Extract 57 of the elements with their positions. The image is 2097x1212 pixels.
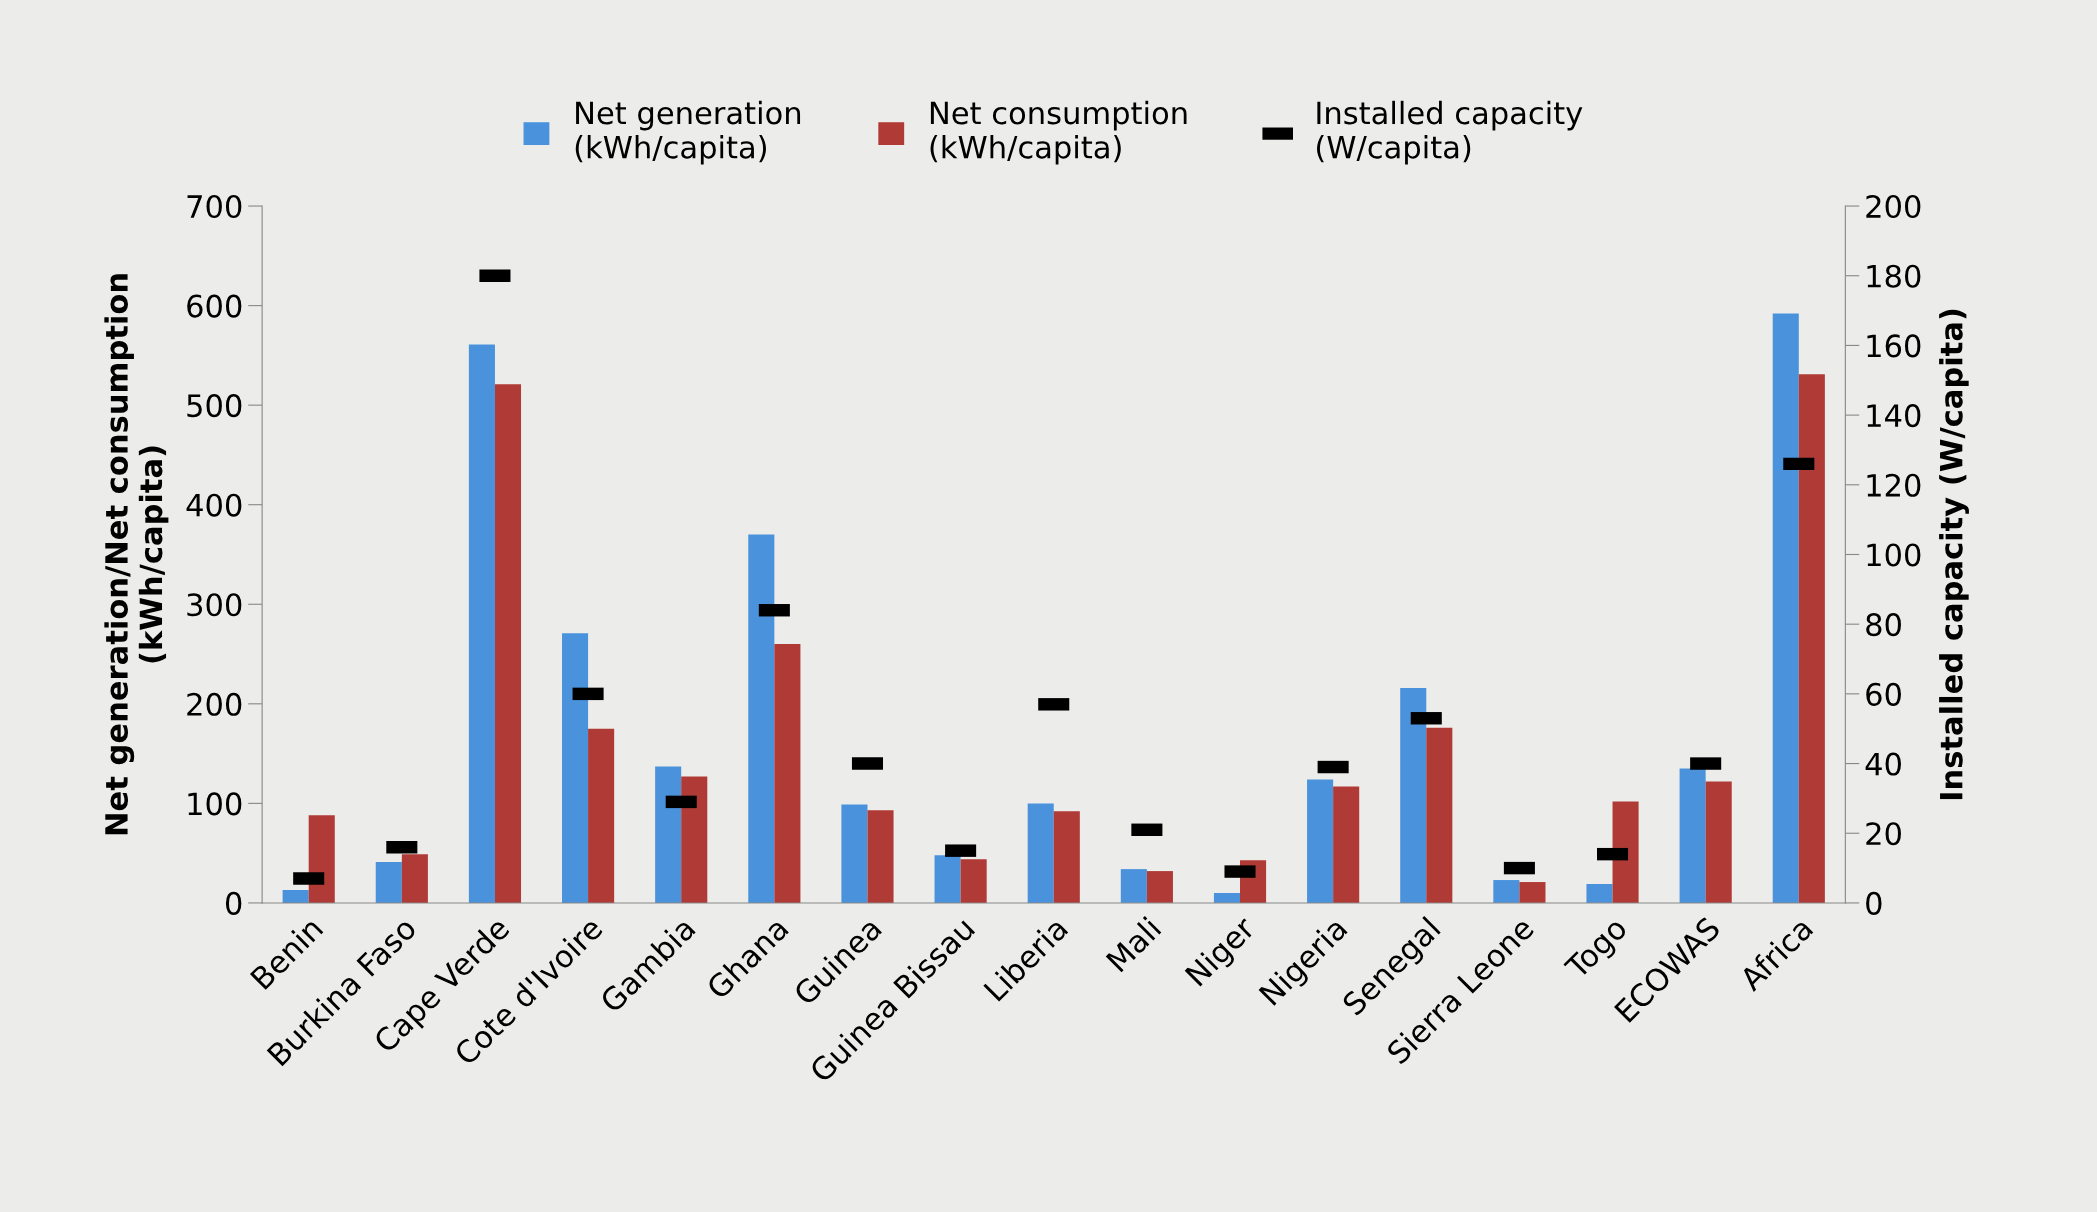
bar [748,534,775,903]
bar [1120,869,1147,903]
bar [1705,781,1732,903]
bar [375,862,402,903]
bar [841,804,868,903]
y2-tick-label: 100 [1867,543,1921,567]
bar [1679,768,1706,903]
bar [1426,727,1453,903]
y-tick-label: 500 [187,394,242,418]
legend-label: Net consumption (kWh/capita) [930,100,1187,165]
y-tick-label: 300 [187,593,242,617]
y-tick-label: 0 [225,891,242,915]
y2-tick-label: 0 [1866,891,1882,915]
bar [655,766,682,903]
bar [401,854,428,903]
bar [1213,892,1241,903]
bar [1053,811,1080,903]
y2-tick-label: 80 [1866,613,1901,637]
bar [1493,880,1520,903]
bar [1612,801,1639,903]
bar [1146,871,1173,903]
bar [681,776,708,903]
bar [1333,786,1360,903]
bar [562,633,589,903]
bar [1798,374,1825,903]
y-tick-label: 600 [187,294,242,318]
bar [960,859,987,903]
y2-axis-title: Installed capacity (W/capita) [1939,309,1969,800]
bar [934,855,961,903]
y-tick-label: 200 [187,692,242,716]
bar [282,890,309,903]
legend-label: Installed capacity (W/capita) [1317,100,1583,165]
bar [588,728,615,903]
bar [1027,803,1054,903]
bar [494,384,522,903]
bar [1772,313,1799,903]
y-tick-label: 100 [188,792,242,816]
bar [308,815,335,903]
y-tick-label: 700 [187,194,242,219]
legend-label: Net generation (kWh/capita) [575,100,801,165]
y2-tick-label: 160 [1867,334,1921,358]
y2-tick-label: 40 [1865,752,1901,776]
bar [468,344,495,903]
y2-tick-label: 120 [1867,473,1921,497]
y-tick-label: 400 [186,493,242,517]
bar [867,810,894,903]
bar [1519,882,1546,903]
y2-tick-label: 140 [1867,404,1921,428]
y2-tick-label: 20 [1866,822,1901,846]
bar [774,644,801,903]
y2-tick-label: 200 [1866,194,1921,219]
y2-tick-label: 180 [1867,264,1921,288]
bar [1400,687,1427,903]
y2-tick-label: 60 [1866,682,1901,706]
bar [1307,779,1334,903]
bar [1586,884,1613,903]
y-axis-title: Net generation/Net consumption (kWh/capita) [104,274,169,835]
